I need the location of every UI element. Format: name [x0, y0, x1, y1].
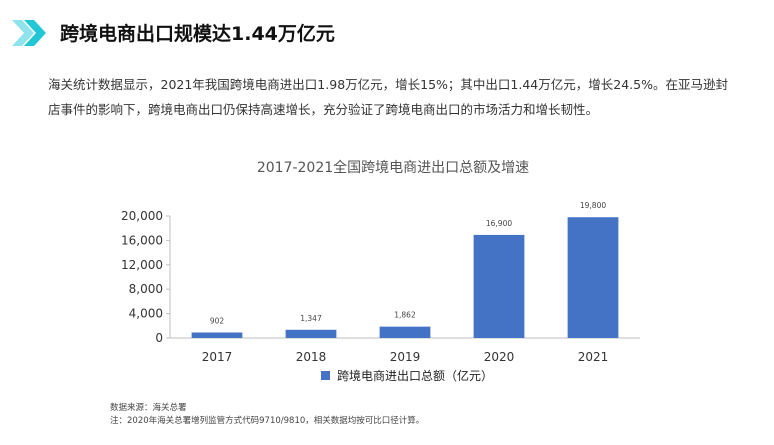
x-tick-label-2017: 2017 — [202, 350, 233, 364]
data-label-2017: 902 — [210, 316, 225, 325]
y-tick-label: 8,000 — [129, 282, 163, 296]
data-labels: 902 1,347 1,862 16,900 19,800 — [210, 201, 607, 325]
x-tick-label-2020: 2020 — [484, 350, 515, 364]
y-tick-label: 0 — [155, 331, 163, 345]
data-label-2019: 1,862 — [394, 311, 416, 320]
y-tick-label: 4,000 — [129, 307, 163, 321]
bar-2020 — [473, 234, 525, 338]
bar-2021 — [567, 217, 619, 338]
x-tick-label-2018: 2018 — [296, 350, 327, 364]
legend-label: 跨境电商进出口总额（亿元） — [337, 368, 493, 383]
footnotes: 数据来源：海关总署 注：2020年海关总署增列监管方式代码9710/9810，相… — [110, 402, 424, 428]
data-label-2018: 1,347 — [300, 314, 322, 323]
x-axis: 2017 2018 2019 2020 2021 — [202, 350, 609, 364]
source-note: 数据来源：海关总署 — [110, 403, 187, 413]
double-chevron-icon — [12, 20, 46, 46]
data-label-2021: 19,800 — [580, 201, 606, 210]
bar-2019 — [379, 326, 431, 338]
page-title: 跨境电商出口规模达1.44万亿元 — [60, 23, 335, 45]
data-label-2020: 16,900 — [486, 219, 512, 228]
chart-title: 2017-2021全国跨境电商进出口总额及增速 — [257, 159, 529, 176]
y-tick-label: 12,000 — [121, 258, 163, 272]
legend-swatch — [321, 371, 330, 380]
y-tick-label: 16,000 — [121, 233, 163, 247]
legend: 跨境电商进出口总额（亿元） — [321, 368, 493, 383]
bars — [191, 217, 619, 338]
y-tick-label: 20,000 — [121, 209, 163, 223]
y-axis: 0 4,000 8,000 12,000 16,000 20,000 — [121, 209, 640, 345]
bar-2018 — [285, 329, 337, 338]
bar-2017 — [191, 332, 243, 338]
x-tick-label-2019: 2019 — [390, 350, 421, 364]
method-note: 注：2020年海关总署增列监管方式代码9710/9810，相关数据均按可比口径计… — [110, 416, 425, 426]
x-tick-label-2021: 2021 — [578, 350, 609, 364]
intro-paragraph: 海关统计数据显示，2021年我国跨境电商进出口1.98万亿元，增长15%；其中出… — [48, 77, 728, 117]
